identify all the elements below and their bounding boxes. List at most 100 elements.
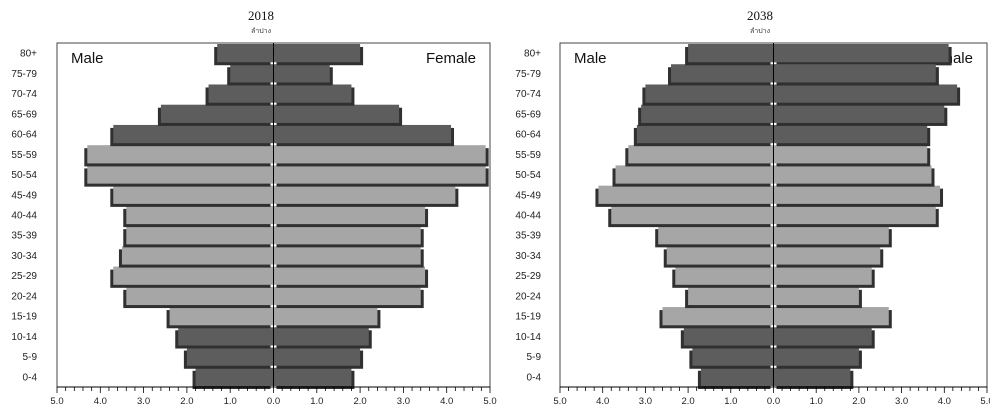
- age-label: 50-54: [515, 170, 541, 181]
- female-bar-10-14: [273, 327, 369, 346]
- x-tick-label: 5.0: [553, 396, 566, 407]
- x-tick-label: 2.0: [180, 396, 193, 407]
- x-tick-label: 0.0: [267, 396, 280, 407]
- x-tick-label: 1.0: [224, 396, 237, 407]
- age-label: 55-59: [11, 150, 37, 161]
- male-bar-25-29: [113, 266, 274, 285]
- age-label: 70-74: [515, 89, 541, 100]
- male-bar-25-29: [675, 266, 774, 285]
- age-label: 10-14: [11, 332, 37, 343]
- female-bar-55-59: [773, 145, 928, 164]
- female-bar-50-54: [773, 165, 932, 184]
- male-bar-60-64: [113, 124, 274, 144]
- female-bar-75-79-overlay: [773, 64, 936, 83]
- age-label: 35-39: [515, 231, 541, 242]
- female-bar-75-79: [273, 64, 330, 83]
- age-label: 40-44: [11, 211, 37, 222]
- male-bar-0-4: [700, 367, 774, 386]
- age-label: 35-39: [11, 231, 37, 242]
- chart-subtitle: ลำปาง: [750, 27, 770, 35]
- male-bar-75-79: [230, 64, 274, 83]
- male-bar-30-34: [666, 246, 774, 265]
- chart-title: 2018: [248, 8, 274, 23]
- male-bar-45-49: [598, 185, 774, 204]
- age-label: 60-64: [11, 130, 37, 141]
- male-bar-20-24: [688, 286, 774, 306]
- pyramid-chart-2038: 2038 ลำปาง 0-4 5-9 10-14 15-19 20-24 25-29 30-34…: [515, 8, 990, 407]
- male-bar-35-39: [658, 226, 774, 245]
- age-label: 50-54: [11, 170, 37, 181]
- male-bar-5-9: [692, 347, 774, 366]
- age-label: 5-9: [23, 352, 38, 363]
- female-bar-5-9: [273, 347, 361, 366]
- female-bar-60-64: [273, 124, 452, 144]
- female-bar-5-9: [773, 347, 859, 366]
- male-bar-40-44: [126, 205, 274, 225]
- male-bar-15-19: [662, 307, 774, 326]
- age-label: 75-79: [11, 69, 37, 80]
- x-tick-label: 4.0: [596, 396, 609, 407]
- age-label: 30-34: [11, 251, 37, 262]
- age-label: 0-4: [527, 372, 542, 383]
- age-label: 60-64: [515, 130, 541, 141]
- x-tick-label: 5.0: [980, 396, 990, 407]
- age-label: 5-9: [527, 352, 542, 363]
- female-bar-40-44: [773, 205, 936, 225]
- female-bar-20-24: [273, 286, 421, 306]
- female-bar-10-14: [773, 327, 872, 346]
- male-bar-35-39: [126, 226, 274, 245]
- male-bar-65-69: [160, 104, 274, 123]
- male-bar-75-79: [671, 64, 774, 83]
- x-tick-label: 3.0: [895, 396, 908, 407]
- age-label: 65-69: [11, 109, 37, 120]
- age-label: 45-49: [515, 190, 541, 201]
- age-label: 25-29: [11, 271, 37, 282]
- female-bar-65-69: [773, 104, 945, 123]
- female-bar-35-39: [273, 226, 421, 245]
- x-tick-label: 4.0: [938, 396, 951, 407]
- female-bar-50-54: [273, 165, 486, 184]
- male-bar-80+: [688, 44, 774, 63]
- female-bar-70-74: [773, 84, 958, 103]
- female-bar-0-4: [273, 367, 352, 386]
- age-label: 20-24: [515, 291, 541, 302]
- age-label: 10-14: [515, 332, 541, 343]
- male-bar-45-49: [113, 185, 274, 204]
- age-label: 70-74: [11, 89, 37, 100]
- age-label: 75-79: [515, 69, 541, 80]
- age-label: 0-4: [23, 372, 38, 383]
- x-tick-label: 5.0: [483, 396, 496, 407]
- x-tick-label: 1.0: [310, 396, 323, 407]
- x-tick-label: 3.0: [397, 396, 410, 407]
- male-bar-55-59: [87, 145, 274, 164]
- male-bar-10-14: [178, 327, 274, 346]
- female-bar-15-19: [773, 307, 889, 326]
- female-bar-30-34: [773, 246, 881, 265]
- female-bar-55-59: [273, 145, 486, 164]
- male-bar-0-4: [195, 367, 274, 386]
- x-tick-label: 2.0: [681, 396, 694, 407]
- age-label: 65-69: [515, 109, 541, 120]
- x-tick-label: 3.0: [137, 396, 150, 407]
- male-bar-20-24: [126, 286, 274, 306]
- chart-title: 2038: [747, 8, 773, 23]
- male-bar-55-59: [628, 145, 774, 164]
- age-label: 20-24: [11, 291, 37, 302]
- female-bar-80+-overlay: [773, 44, 949, 63]
- male-bar-65-69: [641, 104, 774, 123]
- pyramid-chart-2018: 2018 ลำปาง 0-4 5-9 10-14 15-19 20-24 25-29 30-34…: [11, 8, 496, 407]
- male-bar-80+: [217, 44, 274, 63]
- x-tick-label: 4.0: [440, 396, 453, 407]
- female-bar-45-49: [773, 185, 941, 204]
- male-bar-50-54: [87, 165, 274, 184]
- x-tick-label: 1.0: [810, 396, 823, 407]
- female-bar-70-74: [273, 84, 352, 103]
- female-bar-0-4: [773, 367, 851, 386]
- x-tick-label: 0.0: [767, 396, 780, 407]
- age-label: 15-19: [11, 312, 37, 323]
- female-bar-25-29: [273, 266, 426, 285]
- female-bar-35-39: [773, 226, 889, 245]
- age-label: 55-59: [515, 150, 541, 161]
- male-bar-70-74: [645, 84, 774, 103]
